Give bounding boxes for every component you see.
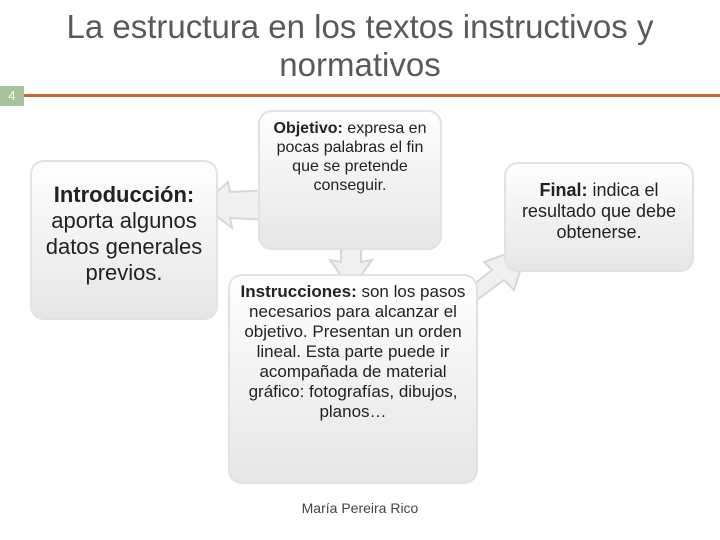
node-introduccion: Introducción: aporta algunos datos gener… <box>30 160 218 320</box>
node-introduccion-title: Introducción: <box>54 182 195 207</box>
node-introduccion-text: aporta algunos datos generales previos. <box>46 208 203 285</box>
node-final-title: Final: <box>539 180 587 200</box>
node-instrucciones-text: son los pasos necesarios para alcanzar e… <box>244 282 465 421</box>
node-instrucciones-title: Instrucciones: <box>241 282 357 301</box>
node-final: Final: indica el resultado que debe obte… <box>504 162 694 272</box>
title-underline <box>0 94 720 97</box>
page-number-badge: 4 <box>0 86 24 106</box>
node-objetivo-title: Objetivo: <box>274 120 343 137</box>
node-objetivo: Objetivo: expresa en pocas palabras el f… <box>258 110 442 250</box>
node-instrucciones: Instrucciones: son los pasos necesarios … <box>228 274 478 484</box>
slide-footer-author: María Pereira Rico <box>0 500 720 516</box>
slide-title: La estructura en los textos instructivos… <box>50 8 670 84</box>
